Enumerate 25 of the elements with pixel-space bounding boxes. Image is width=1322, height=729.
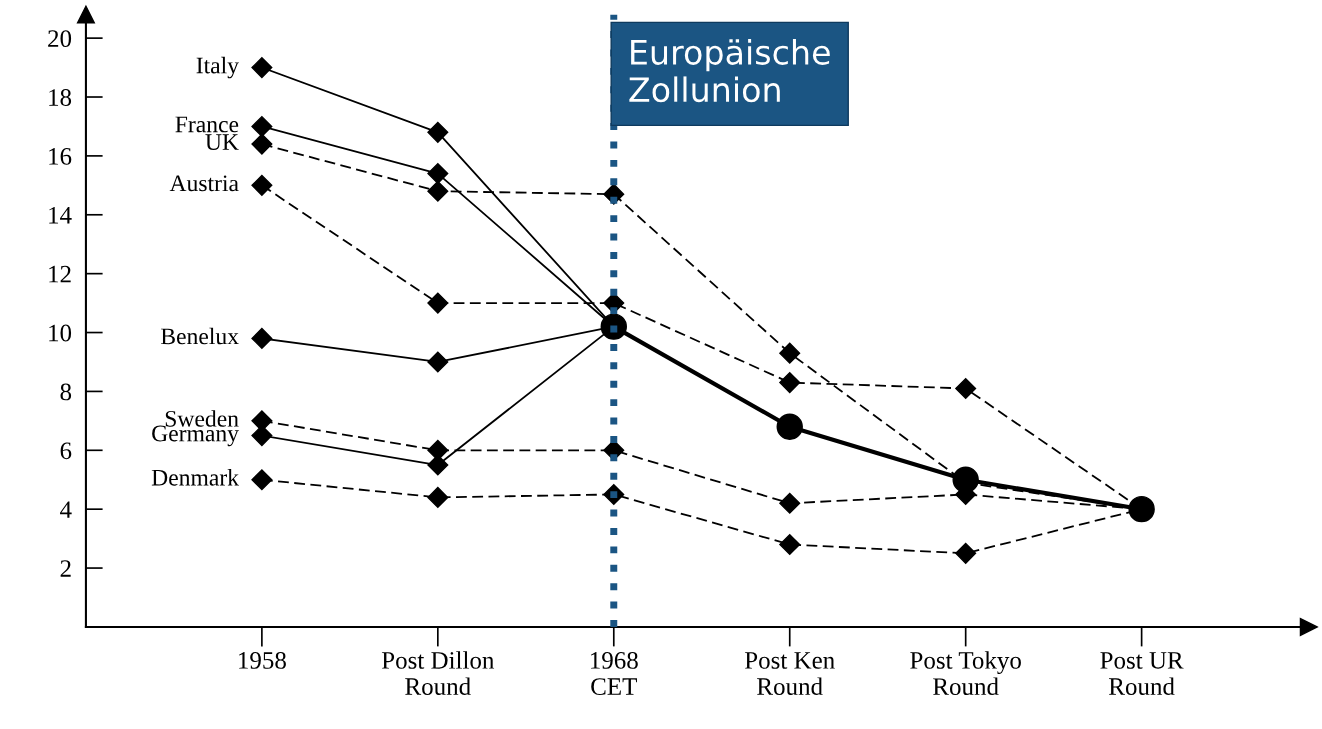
x-tick-label: Post UR Round xyxy=(1100,652,1184,695)
y-tick-label: 10 xyxy=(49,324,72,342)
y-tick-label: 6 xyxy=(60,442,72,460)
x-tick-label: Post Tokyo Round xyxy=(910,651,1021,696)
series-label: UK xyxy=(205,134,239,151)
series-label: Austria xyxy=(169,175,239,192)
y-tick-label: 12 xyxy=(49,265,71,283)
legend-label: Germany xyxy=(152,425,239,447)
y-tick-label: 16 xyxy=(49,148,72,165)
series-label: Italy xyxy=(196,56,239,79)
series-label: Benelux xyxy=(161,327,239,345)
x-tick-label: Post Ken Round xyxy=(744,652,835,695)
y-tick-label: 8 xyxy=(60,383,72,401)
y-tick-label: 4 xyxy=(60,501,72,518)
series-label: France xyxy=(175,116,239,133)
y-tick-label: 2 xyxy=(60,560,71,577)
x-tick-label: 1958 xyxy=(239,651,286,669)
y-tick-label: 20 xyxy=(48,30,72,48)
x-tick-label: Post Dillon Round xyxy=(381,651,495,695)
y-tick-label: 18 xyxy=(49,89,72,106)
x-tick-label: 1968 CET xyxy=(590,651,638,695)
y-tick-label: 14 xyxy=(49,206,72,224)
series-label: Denmark xyxy=(151,469,239,486)
series-label: Sweden xyxy=(165,410,239,427)
ref-line-label: Europäische Zollunion xyxy=(629,39,830,103)
